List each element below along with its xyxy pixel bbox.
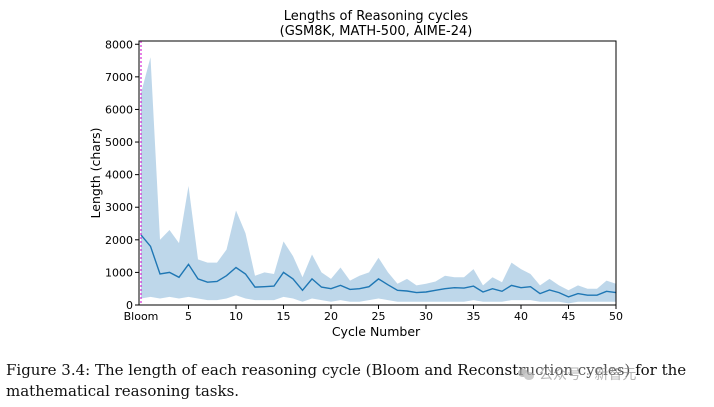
y-tick-label: 2000 [105, 234, 133, 247]
bloom-tick-label: Bloom [124, 310, 159, 323]
x-tick-label: 20 [324, 310, 338, 323]
x-tick-label: 10 [229, 310, 243, 323]
std-band [141, 57, 616, 304]
chart-title-line1: Lengths of Reasoning cycles [284, 9, 469, 24]
x-tick-label: 15 [277, 310, 291, 323]
y-tick-label: 4000 [105, 169, 133, 182]
y-tick-label: 8000 [105, 38, 133, 51]
y-tick-label: 6000 [105, 103, 133, 116]
line-layer [140, 234, 617, 298]
x-tick-label: 50 [609, 310, 623, 323]
watermark-text: 公众号 · 新智元 [539, 367, 637, 383]
plot-frame [138, 40, 617, 306]
x-tick-label: 40 [514, 310, 528, 323]
band-layer [141, 57, 616, 304]
y-tick-label: 7000 [105, 71, 133, 84]
y-tick-label: 3000 [105, 201, 133, 214]
watermark: 公众号 · 新智元 [518, 364, 637, 384]
x-tick-label: 30 [419, 310, 433, 323]
x-tick-label: 25 [372, 310, 386, 323]
wechat-icon [518, 367, 534, 381]
x-tick-label: 45 [562, 310, 576, 323]
x-ticks: 5 10 15 20 25 30 35 40 45 50 [185, 305, 623, 323]
figure-caption: Figure 3.4: The length of each reasoning… [6, 361, 687, 400]
chart: Lengths of Reasoning cycles (GSM8K, MATH… [88, 9, 623, 339]
x-axis-label: Cycle Number [332, 324, 421, 339]
x-tick-label: 5 [185, 310, 192, 323]
mean-line [140, 234, 617, 298]
y-tick-label: 5000 [105, 136, 133, 149]
y-tick-label: 1000 [105, 266, 133, 279]
y-ticks: 0 1000 2000 3000 4000 5000 6000 7000 8000 [105, 38, 139, 312]
y-tick-label: 0 [126, 299, 133, 312]
y-axis-label: Length (chars) [88, 128, 103, 219]
x-tick-label: 35 [467, 310, 481, 323]
chart-title-line2: (GSM8K, MATH-500, AIME-24) [280, 24, 473, 39]
